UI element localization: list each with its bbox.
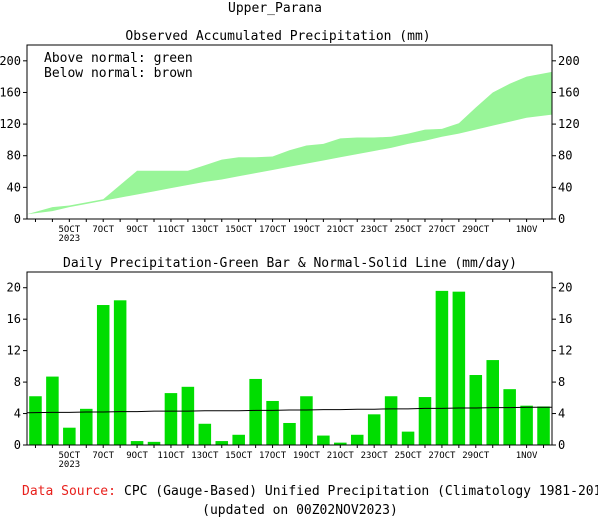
- daily-bar: [435, 290, 449, 445]
- top-ytick-label-right: 200: [558, 54, 580, 68]
- top-xtick-label: 15OCT: [225, 225, 253, 235]
- data-source-label: Data Source:: [22, 484, 116, 499]
- bottom-xtick-label: 11OCT: [157, 451, 185, 461]
- top-xtick-label: 27OCT: [428, 225, 456, 235]
- daily-bar: [113, 300, 127, 445]
- daily-bar: [130, 441, 144, 445]
- bottom-xtick-label: 1NOV: [516, 451, 538, 461]
- top-ytick-label-left: 0: [14, 212, 21, 226]
- top-xtick-label: 5OCT: [58, 225, 80, 235]
- daily-bar: [181, 386, 195, 445]
- bottom-ytick-label-right: 0: [558, 438, 565, 452]
- top-xtick-label: 11OCT: [157, 225, 185, 235]
- top-ytick-label-left: 160: [0, 85, 21, 99]
- top-xtick-label: 23OCT: [361, 225, 389, 235]
- bottom-ytick-label-right: 8: [558, 375, 565, 389]
- bottom-xtick-year: 2023: [58, 460, 80, 470]
- top-ytick-label-left: 80: [7, 149, 21, 163]
- bottom-xtick-label: 15OCT: [225, 451, 253, 461]
- data-source-text: CPC (Gauge-Based) Unified Precipitation …: [124, 484, 598, 499]
- bottom-xtick-label: 23OCT: [361, 451, 389, 461]
- top-ytick-label-right: 0: [558, 212, 565, 226]
- top-xtick-label: 1NOV: [516, 225, 538, 235]
- bottom-xtick-label: 13OCT: [191, 451, 219, 461]
- page-title: Upper_Parana: [228, 1, 322, 16]
- daily-bar: [232, 434, 245, 445]
- bottom-xtick-label: 29OCT: [462, 451, 490, 461]
- daily-bar: [96, 305, 110, 445]
- above-normal-area: [27, 71, 552, 215]
- bottom-ytick-label-right: 20: [558, 281, 572, 295]
- daily-bar: [334, 442, 347, 445]
- top-ytick-label-left: 40: [7, 180, 21, 194]
- bottom-ytick-label-left: 12: [7, 344, 21, 358]
- top-xtick-label: 7OCT: [92, 225, 114, 235]
- daily-bar: [63, 427, 76, 445]
- bottom-ytick-label-left: 4: [14, 407, 21, 421]
- daily-chart: Daily Precipitation-Green Bar & Normal-S…: [7, 256, 573, 470]
- daily-bar: [384, 396, 398, 445]
- top-ytick-label-left: 200: [0, 54, 21, 68]
- daily-bar: [537, 406, 550, 445]
- daily-bar: [486, 360, 499, 445]
- normal-line: [26, 406, 552, 414]
- top-ytick-label-right: 120: [558, 117, 580, 131]
- daily-bar: [300, 396, 313, 445]
- bottom-ytick-label-left: 20: [7, 281, 21, 295]
- daily-chart-title: Daily Precipitation-Green Bar & Normal-S…: [63, 256, 517, 271]
- bottom-ytick-label-right: 16: [558, 312, 572, 326]
- top-xtick-year: 2023: [58, 234, 80, 244]
- bottom-ytick-label-right: 4: [558, 407, 565, 421]
- daily-bar: [367, 414, 381, 445]
- bottom-xtick-label: 5OCT: [58, 451, 80, 461]
- daily-bar: [215, 441, 229, 445]
- top-ytick-label-right: 80: [558, 149, 572, 163]
- bottom-xtick-label: 21OCT: [327, 451, 355, 461]
- bottom-ytick-label-left: 16: [7, 312, 21, 326]
- bottom-xtick-label: 19OCT: [293, 451, 321, 461]
- daily-bar: [249, 378, 262, 445]
- top-xtick-label: 17OCT: [259, 225, 287, 235]
- daily-bar: [520, 405, 533, 445]
- legend-above-normal: Above normal: green: [44, 51, 193, 66]
- daily-bar: [350, 434, 364, 445]
- bottom-ytick-label-left: 0: [14, 438, 21, 452]
- top-xtick-label: 21OCT: [327, 225, 355, 235]
- daily-bar: [401, 431, 415, 445]
- top-ytick-label-right: 40: [558, 180, 572, 194]
- top-xtick-label: 9OCT: [126, 225, 148, 235]
- bottom-ytick-label-left: 8: [14, 375, 21, 389]
- daily-bar: [147, 441, 161, 445]
- bottom-xtick-label: 9OCT: [126, 451, 148, 461]
- daily-bar: [317, 435, 330, 445]
- top-ytick-label-right: 160: [558, 85, 580, 99]
- daily-bar: [418, 397, 432, 445]
- bottom-xtick-label: 17OCT: [259, 451, 287, 461]
- bottom-xtick-label: 7OCT: [92, 451, 114, 461]
- daily-bar: [469, 375, 483, 445]
- daily-bar: [29, 396, 42, 445]
- top-xtick-label: 13OCT: [191, 225, 219, 235]
- daily-bar: [80, 408, 93, 445]
- updated-timestamp: (updated on 00Z02NOV2023): [202, 503, 398, 518]
- top-xtick-label: 25OCT: [395, 225, 423, 235]
- daily-bar: [452, 291, 466, 445]
- bottom-xtick-label: 27OCT: [428, 451, 456, 461]
- top-xtick-label: 19OCT: [293, 225, 321, 235]
- daily-bar: [503, 389, 516, 445]
- bottom-xtick-label: 25OCT: [395, 451, 423, 461]
- daily-bar: [283, 422, 296, 445]
- legend-below-normal: Below normal: brown: [44, 66, 193, 81]
- accumulated-chart-title: Observed Accumulated Precipitation (mm): [125, 29, 430, 44]
- daily-bar: [46, 376, 59, 445]
- top-ytick-label-left: 120: [0, 117, 21, 131]
- daily-bar: [164, 393, 178, 445]
- daily-bar: [266, 400, 279, 445]
- bottom-ytick-label-right: 12: [558, 344, 572, 358]
- top-xtick-label: 29OCT: [462, 225, 490, 235]
- accumulated-chart: Observed Accumulated Precipitation (mm) …: [0, 29, 580, 244]
- daily-bar: [198, 423, 212, 445]
